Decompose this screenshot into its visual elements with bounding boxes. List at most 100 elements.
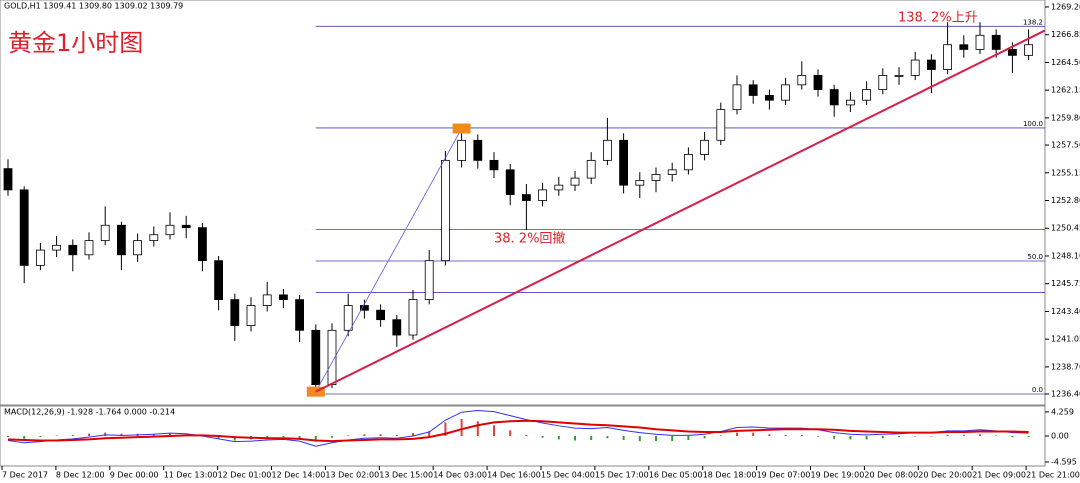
candle-body	[813, 75, 823, 90]
macd-histogram-bar	[104, 432, 107, 436]
candle-body	[197, 227, 207, 262]
x-tick-label: 9 Dec 00:00	[110, 471, 159, 480]
candle-body	[700, 139, 709, 155]
macd-histogram-bar	[493, 425, 495, 436]
macd-histogram-bar	[962, 434, 965, 436]
macd-histogram-bar	[784, 434, 787, 436]
macd-histogram-bar	[395, 434, 398, 436]
candle-body	[959, 44, 969, 50]
macd-histogram-bar	[428, 430, 431, 436]
candle-body	[343, 305, 353, 331]
x-tick-label: 21 Dec 21:00	[1026, 471, 1080, 480]
macd-histogram-bar	[638, 436, 641, 442]
macd-histogram-bar	[881, 436, 884, 439]
candle-body	[927, 59, 936, 70]
macd-histogram-bar	[88, 433, 90, 436]
y-tick-label: 1255.15	[1051, 168, 1080, 177]
y-tick-label: 1262.15	[1051, 86, 1080, 95]
y-tick-label: 1252.80	[1051, 196, 1080, 205]
candle-body	[100, 224, 110, 242]
candle-body	[359, 305, 369, 311]
macd-histogram-bar	[379, 434, 382, 436]
swing-marker	[452, 123, 471, 134]
candle-body	[440, 159, 450, 262]
macd-histogram-bar	[574, 436, 576, 441]
x-tick-label: 15 Dec 17:00	[595, 471, 649, 480]
candle-body	[505, 169, 515, 195]
x-tick-label: 14 Dec 03:00	[433, 471, 487, 480]
x-tick-label: 14 Dec 16:00	[487, 471, 541, 480]
candle-body	[619, 139, 628, 186]
y-tick-label: 1250.45	[1051, 224, 1080, 233]
macd-histogram-bar	[347, 435, 350, 436]
macd-histogram-bar	[541, 436, 544, 438]
y-tick-label: 1243.40	[1051, 307, 1080, 316]
candle-body	[991, 34, 1001, 50]
candle-body	[376, 309, 386, 321]
y-tick-label: 1259.80	[1051, 113, 1080, 122]
y-tick-label: 1245.75	[1051, 279, 1080, 288]
macd-histogram-bar	[23, 436, 26, 439]
candle-body	[667, 169, 677, 175]
macd-histogram-bar	[7, 436, 9, 438]
macd-histogram-bar	[995, 435, 998, 436]
macd-label: MACD(12,26,9) -1.928 -1.764 0.000 -0.214	[4, 408, 175, 417]
candle-body	[117, 224, 126, 256]
candle-body	[570, 177, 580, 186]
macd-histogram-bar	[298, 436, 301, 439]
candle-body	[295, 299, 305, 331]
macd-histogram-bar	[914, 436, 917, 437]
candle-body	[894, 75, 904, 77]
x-tick-label: 19 Dec 19:00	[811, 471, 865, 480]
macd-histogram-bar	[120, 433, 123, 436]
price-panel	[0, 0, 1046, 406]
y-tick-label: 1257.50	[1051, 141, 1080, 150]
macd-histogram-bar	[557, 436, 560, 440]
candle-body	[716, 109, 726, 141]
candle-body	[262, 294, 272, 306]
macd-histogram-bar	[476, 421, 479, 436]
candle-body	[311, 329, 321, 385]
x-tick-label: 12 Dec 14:00	[272, 471, 326, 480]
fib-label: 138.2	[1023, 18, 1043, 26]
y-tick-label: 4.259	[1051, 407, 1074, 416]
macd-histogram-bar	[169, 433, 171, 436]
macd-histogram-bar	[1027, 436, 1030, 438]
macd-main-line	[7, 410, 1029, 447]
macd-histogram-bar	[930, 436, 933, 437]
candle-body	[408, 299, 418, 336]
macd-histogram-bar	[314, 436, 317, 442]
macd-histogram-bar	[217, 436, 220, 439]
candle-body	[36, 249, 45, 266]
candle-body	[586, 159, 596, 179]
y-tick-label: 0.00	[1051, 432, 1069, 441]
y-tick-label: 1241.05	[1051, 335, 1080, 344]
macd-histogram-bar	[1011, 436, 1014, 438]
macd-histogram-bar	[752, 432, 755, 436]
macd-histogram-bar	[509, 430, 512, 436]
macd-signal-line	[7, 419, 1029, 443]
candle-body	[910, 59, 920, 76]
candle-body	[554, 184, 564, 191]
candle-body	[3, 168, 13, 191]
macd-histogram-bar	[655, 436, 657, 442]
candle-body	[829, 89, 839, 106]
x-tick-label: 11 Dec 13:00	[164, 471, 218, 480]
candle-body	[133, 240, 143, 256]
x-tick-label: 18 Dec 18:00	[703, 471, 757, 480]
macd-histogram-bar	[687, 436, 690, 440]
x-tick-label: 8 Dec 12:00	[56, 471, 105, 480]
candle-body	[278, 294, 288, 301]
candle-body	[781, 84, 790, 101]
fib-label: 100.0	[1023, 120, 1043, 128]
candle-body	[473, 139, 483, 161]
header: GOLD,H1 1309.41 1309.80 1309.02 1309.79	[4, 2, 183, 11]
x-tick-label: 12 Dec 01:00	[218, 471, 272, 480]
candle-body	[797, 75, 807, 86]
macd-histogram-bar	[979, 434, 981, 436]
x-tick-label: 7 Dec 2017	[2, 471, 48, 480]
candle-body	[975, 34, 985, 50]
macd-histogram-bar	[865, 436, 868, 440]
candle-body	[862, 89, 871, 101]
